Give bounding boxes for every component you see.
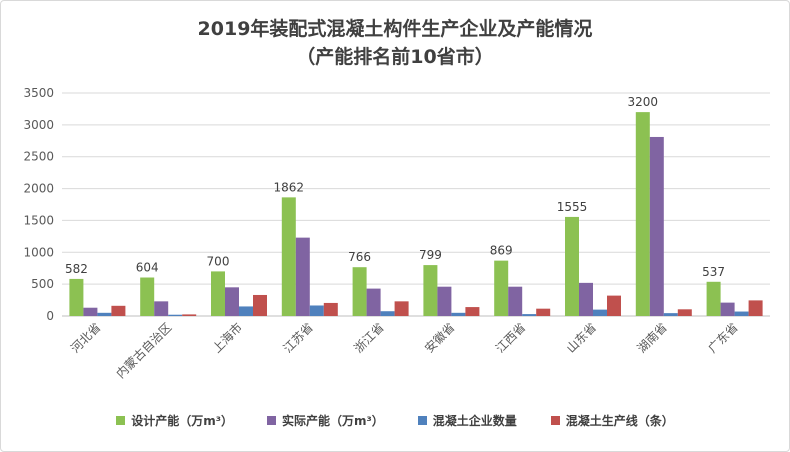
bar-3 xyxy=(97,312,112,316)
data-label: 766 xyxy=(348,250,371,264)
legend-swatch xyxy=(116,416,126,425)
legend-swatch xyxy=(550,416,560,425)
data-label: 799 xyxy=(419,248,442,262)
bar-1 xyxy=(494,260,509,316)
bar-2 xyxy=(437,286,452,316)
bar-1 xyxy=(423,265,438,316)
data-label: 537 xyxy=(702,265,725,279)
data-label: 582 xyxy=(65,262,88,276)
legend-label: 设计产能（万m³） xyxy=(131,414,233,428)
legend-swatch xyxy=(266,416,276,425)
bar-1 xyxy=(352,267,367,316)
bar-1 xyxy=(565,216,579,316)
x-tick-label: 河北省 xyxy=(68,320,103,355)
bar-4 xyxy=(465,307,480,316)
bar-2 xyxy=(649,136,664,316)
legend-item: 设计产能（万m³） xyxy=(116,412,233,429)
bar-2 xyxy=(154,301,169,316)
bar-1 xyxy=(281,197,296,316)
x-tick-label: 山东省 xyxy=(564,320,599,355)
x-tick-label: 江西省 xyxy=(493,320,528,355)
y-tick-label: 0 xyxy=(46,309,54,323)
y-tick-label: 3000 xyxy=(23,118,54,132)
bar-2 xyxy=(579,282,593,316)
bar-2 xyxy=(225,287,239,316)
bar-3 xyxy=(380,311,395,316)
bar-2 xyxy=(508,286,523,316)
bar-3 xyxy=(734,311,749,316)
bar-3 xyxy=(451,312,466,316)
bar-4 xyxy=(394,301,409,316)
bar-3 xyxy=(663,313,678,316)
data-label: 3200 xyxy=(628,95,659,109)
data-label: 700 xyxy=(207,254,230,268)
legend-item: 实际产能（万m³） xyxy=(266,412,384,429)
y-tick-label: 2000 xyxy=(23,182,54,196)
bar-4 xyxy=(536,308,551,316)
y-tick-label: 2500 xyxy=(23,150,54,164)
y-tick-label: 1000 xyxy=(23,245,54,259)
legend-item: 混凝土企业数量 xyxy=(417,412,517,429)
data-label: 869 xyxy=(490,244,513,258)
bar-4 xyxy=(677,309,692,316)
data-label: 604 xyxy=(136,261,159,275)
data-label: 1862 xyxy=(274,180,305,194)
bar-2 xyxy=(83,307,98,316)
y-tick-label: 1500 xyxy=(23,213,54,227)
bar-3 xyxy=(168,314,183,316)
bar-1 xyxy=(211,271,225,316)
data-label: 1555 xyxy=(557,200,588,214)
x-tick-label: 内蒙古自治区 xyxy=(113,320,175,382)
bar-2 xyxy=(295,237,310,316)
bar-1 xyxy=(140,277,155,316)
x-tick-label: 安徽省 xyxy=(421,320,457,356)
bar-3 xyxy=(309,305,324,316)
bar-1 xyxy=(635,112,650,316)
legend-label: 混凝土企业数量 xyxy=(432,414,517,428)
legend-item: 混凝土生产线（条） xyxy=(550,412,674,429)
bar-4 xyxy=(253,294,267,316)
x-tick-label: 上海市 xyxy=(209,320,245,356)
legend-swatch xyxy=(417,416,427,425)
x-tick-label: 浙江省 xyxy=(351,320,386,355)
bar-1 xyxy=(69,278,84,316)
bar-4 xyxy=(111,305,126,316)
chart-subtitle: （产能排名前10省市） xyxy=(296,46,494,68)
chart-legend: 设计产能（万m³） 实际产能（万m³） 混凝土企业数量 混凝土生产线（条） xyxy=(0,412,790,429)
bar-2 xyxy=(720,302,735,316)
bar-3 xyxy=(239,306,253,316)
bar-4 xyxy=(748,300,763,316)
chart-title: 2019年装配式混凝土构件生产企业及产能情况 xyxy=(197,18,593,40)
bar-3 xyxy=(593,309,607,316)
bar-3 xyxy=(522,314,537,316)
x-tick-label: 广东省 xyxy=(705,320,740,355)
bar-4 xyxy=(323,302,338,316)
bar-4 xyxy=(607,295,621,316)
y-tick-label: 3500 xyxy=(23,86,54,100)
x-tick-label: 湖南省 xyxy=(634,320,670,356)
legend-label: 混凝土生产线（条） xyxy=(565,414,674,428)
x-tick-label: 江苏省 xyxy=(281,320,316,355)
bar-1 xyxy=(706,281,721,316)
y-tick-label: 500 xyxy=(31,277,54,291)
legend-label: 实际产能（万m³） xyxy=(281,414,384,428)
bar-2 xyxy=(366,288,381,316)
bar-4 xyxy=(182,314,197,316)
